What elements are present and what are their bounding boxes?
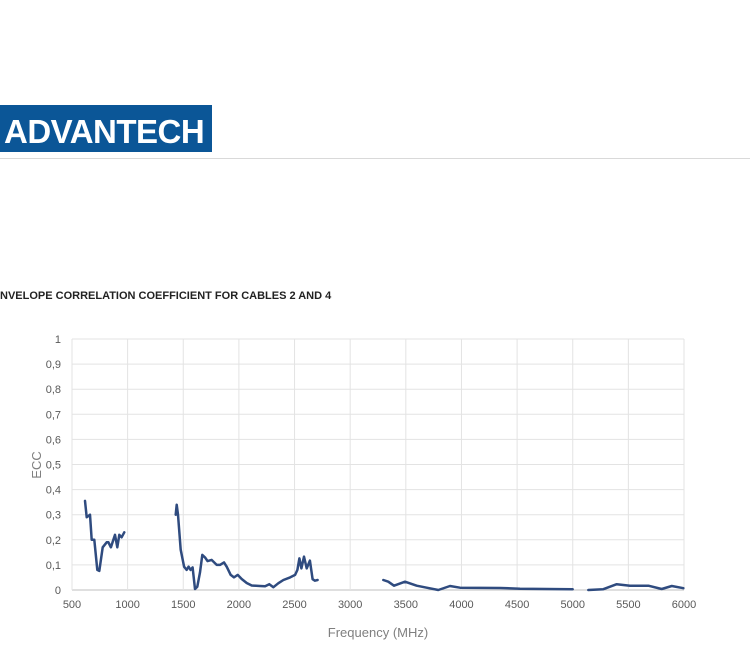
grid (71, 338, 685, 591)
header-divider (0, 158, 750, 159)
x-tick-label: 1500 (171, 599, 195, 611)
y-tick-label: 0,7 (46, 409, 61, 421)
x-tick-label: 500 (63, 599, 81, 611)
x-tick-label: 5000 (560, 599, 584, 611)
logo-wordmark: ADVANTECH (4, 113, 205, 150)
y-tick-label: 0,8 (46, 384, 61, 396)
y-tick-label: 0,2 (46, 535, 61, 547)
advantech-logo: ADVANTECH (0, 105, 212, 152)
section-title: NVELOPE CORRELATION COEFFICIENT FOR CABL… (0, 290, 332, 302)
ecc-line-segment (83, 499, 126, 573)
y-tick-label: 0,6 (46, 434, 61, 446)
x-tick-label: 5500 (616, 599, 640, 611)
ecc-line-segment (174, 503, 319, 591)
x-axis-label: Frequency (MHz) (328, 625, 428, 640)
y-tick-label: 0,1 (46, 560, 61, 572)
x-tick-label: 3000 (338, 599, 362, 611)
x-tick-label: 1000 (115, 599, 139, 611)
x-tick-label: 2500 (282, 599, 306, 611)
y-axis-label: ECC (29, 451, 44, 478)
x-tick-label: 4000 (449, 599, 473, 611)
y-tick-label: 0,3 (46, 510, 61, 522)
y-tick-label: 0 (55, 585, 61, 597)
x-tick-label: 2000 (227, 599, 251, 611)
ecc-line-segment (587, 582, 685, 592)
y-tick-label: 1 (55, 334, 61, 346)
series-lines (83, 499, 685, 592)
svg-text:ADVANTECH: ADVANTECH (4, 113, 204, 150)
y-tick-label: 0,9 (46, 359, 61, 371)
y-tick-label: 0,5 (46, 460, 61, 472)
ecc-line-segment (382, 578, 574, 592)
x-tick-label: 6000 (672, 599, 696, 611)
x-tick-label: 4500 (505, 599, 529, 611)
x-tick-label: 3500 (394, 599, 418, 611)
y-tick-label: 0,4 (46, 485, 61, 497)
